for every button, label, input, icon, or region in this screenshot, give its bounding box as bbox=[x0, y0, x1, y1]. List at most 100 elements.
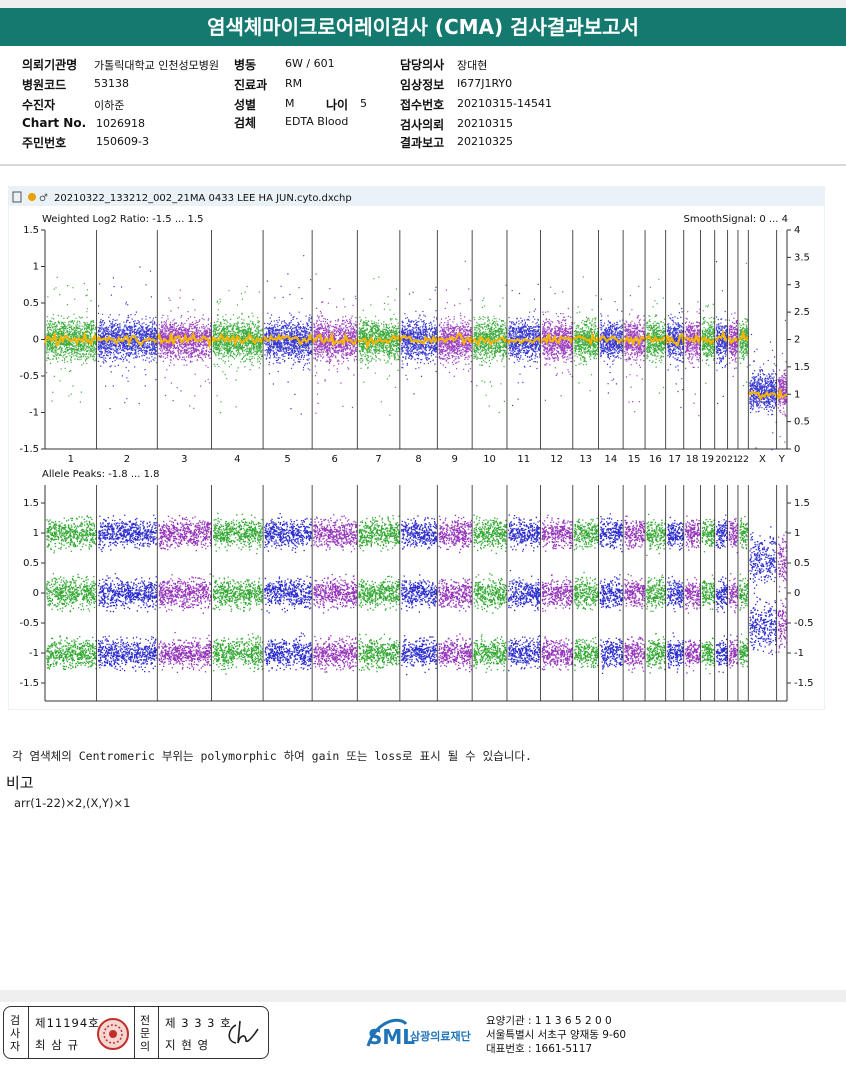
x-tick-label-chr8: 8 bbox=[415, 454, 421, 465]
smooth-signal-chr14 bbox=[597, 334, 624, 345]
status-dot-icon bbox=[28, 193, 36, 201]
specialist-label-char: 문 bbox=[139, 1027, 151, 1040]
x-tick-label-chr15: 15 bbox=[628, 454, 641, 465]
chart-no-label: Chart No. bbox=[22, 116, 87, 130]
log2-ratio-panel: 1.510.50-0.5-1-1.543.532.521.510.501 2 3 4 5… bbox=[19, 225, 809, 465]
x-tick-label-chr19: 19 bbox=[701, 454, 714, 465]
smooth-signal-chr16 bbox=[644, 334, 666, 343]
allele-points-chr15 bbox=[624, 515, 646, 673]
remarks-title: 비고 bbox=[6, 774, 34, 792]
file-icon bbox=[12, 191, 22, 203]
inspector-label-char: 사 bbox=[9, 1027, 21, 1040]
institution-value: 가톨릭대학교 인천성모병원 bbox=[94, 59, 219, 72]
department-label: 진료과 bbox=[234, 78, 268, 92]
lab-address: 서울특별시 서초구 양재동 9-60 bbox=[486, 1029, 627, 1041]
allele-points-chr20 bbox=[715, 514, 728, 673]
cma-chart-svg: ♂ 20210322_133212_002_21MA 0433 LEE HA J… bbox=[8, 186, 825, 710]
footer-strip bbox=[0, 990, 846, 1002]
x-tick-label-chr2: 2 bbox=[124, 454, 130, 465]
y-tick-label-right: 1 bbox=[794, 389, 800, 400]
y-tick-label-right: 0 bbox=[794, 444, 800, 455]
allele-points-chr19 bbox=[701, 518, 715, 675]
x-tick-label-chr4: 4 bbox=[234, 454, 240, 465]
hospital-code-value: 53138 bbox=[94, 77, 129, 90]
y-tick-label-left: -1 bbox=[29, 408, 39, 419]
smooth-signal-chr13 bbox=[572, 331, 600, 347]
x-tick-label-chr5: 5 bbox=[284, 454, 290, 465]
specialist-label-char: 의 bbox=[139, 1040, 151, 1053]
centromere-note: 각 염색체의 Centromeric 부위는 polymorphic 하여 ga… bbox=[12, 749, 532, 763]
smooth-signal-chr4 bbox=[210, 332, 265, 348]
x-tick-label-chr9: 9 bbox=[452, 454, 458, 465]
info-divider bbox=[0, 164, 846, 166]
y-tick-label-left: 1.5 bbox=[23, 225, 39, 236]
allele-panel-title: Allele Peaks: -1.8 ... 1.8 bbox=[42, 469, 159, 480]
id-no-label: 주민번호 bbox=[22, 136, 67, 150]
smooth-signal-chr3 bbox=[156, 331, 213, 350]
report-date-label: 결과보고 bbox=[400, 136, 445, 150]
log2-points-chr5 bbox=[264, 255, 313, 415]
signature-separator bbox=[28, 1007, 29, 1058]
log2-points-chr20 bbox=[715, 261, 728, 405]
smooth-signal-title: SmoothSignal: 0 ... 4 bbox=[684, 214, 788, 225]
ward-label: 병동 bbox=[234, 58, 257, 72]
allele-points-chr14 bbox=[599, 513, 624, 674]
request-date-label: 검사의뢰 bbox=[400, 118, 445, 132]
clinical-info-label: 임상정보 bbox=[400, 78, 445, 92]
y-tick-label-right: 2.5 bbox=[794, 307, 810, 318]
inspector-seal-icon bbox=[97, 1018, 129, 1050]
lab-info: 요양기관 : 1 1 3 6 5 2 0 0 서울특별시 서초구 양재동 9-6… bbox=[486, 1014, 626, 1056]
x-tick-label-chr17: 17 bbox=[668, 454, 681, 465]
specimen-value: EDTA Blood bbox=[285, 115, 349, 128]
allele-points-chr7 bbox=[358, 515, 401, 673]
log2-points-chr10 bbox=[473, 284, 508, 414]
request-date-value: 20210315 bbox=[457, 117, 513, 130]
specialist-label-char: 전 bbox=[139, 1014, 151, 1027]
smooth-signal-chr19 bbox=[699, 335, 716, 346]
y-tick-label-right: 0.5 bbox=[794, 558, 810, 569]
cma-chart: ♂ 20210322_133212_002_21MA 0433 LEE HA J… bbox=[8, 186, 825, 710]
x-tick-label-chr12: 12 bbox=[550, 454, 563, 465]
y-tick-label-right: -0.5 bbox=[794, 618, 814, 629]
x-tick-label-chr13: 13 bbox=[579, 454, 592, 465]
y-tick-label-right: 1 bbox=[794, 528, 800, 539]
inspector-name: 최 삼 규 bbox=[35, 1038, 80, 1052]
smooth-signal-chr1 bbox=[43, 330, 98, 348]
top-strip bbox=[0, 0, 846, 8]
remarks-body: arr(1-22)×2,(X,Y)×1 bbox=[14, 796, 131, 810]
smooth-signal-chrY bbox=[775, 386, 788, 401]
y-tick-label-left: -0.5 bbox=[19, 618, 39, 629]
log2-points-chr13 bbox=[573, 276, 599, 392]
allele-points-chr18 bbox=[684, 515, 701, 674]
allele-points-chr3 bbox=[158, 515, 212, 673]
smooth-signal-chr20 bbox=[714, 329, 728, 342]
male-symbol-icon: ♂ bbox=[39, 193, 48, 204]
allele-points-chr13 bbox=[573, 517, 599, 671]
y-tick-label-right: 2 bbox=[794, 335, 800, 346]
allele-points-chr11 bbox=[508, 514, 541, 672]
smooth-signal-chr22 bbox=[737, 329, 750, 342]
sex-value: M bbox=[285, 97, 295, 110]
x-tick-label-chrX: X bbox=[759, 454, 766, 465]
log2-points-chr12 bbox=[541, 286, 573, 401]
allele-points-chr16 bbox=[646, 513, 666, 674]
inspector-label-char: 자 bbox=[9, 1040, 21, 1053]
x-tick-label-chr22: 22 bbox=[737, 455, 748, 465]
smooth-signal-chr2 bbox=[95, 334, 158, 347]
x-tick-label-chr18: 18 bbox=[686, 454, 699, 465]
lab-phone: 대표번호 : 1661-5117 bbox=[486, 1043, 593, 1055]
sml-logo-text: SML bbox=[368, 1025, 415, 1049]
y-tick-label-right: 1.5 bbox=[794, 498, 810, 509]
doctor-value: 장대현 bbox=[457, 59, 488, 72]
allele-peaks-panel: 1.5 1 0.5 0 -0.5 -1 -1.5 1.5 1 0.5 0 -0.5 -1 -1.5 bbox=[19, 485, 814, 702]
log2-points-chr19 bbox=[701, 303, 715, 384]
examinee-label: 수진자 bbox=[22, 98, 56, 112]
y-tick-label-right: -1 bbox=[794, 648, 804, 659]
y-tick-label-right: -1.5 bbox=[794, 678, 814, 689]
department-value: RM bbox=[285, 77, 303, 90]
y-tick-label-right: 3 bbox=[794, 280, 800, 291]
receipt-no-label: 접수번호 bbox=[400, 98, 445, 112]
smooth-signal-chr6 bbox=[311, 330, 359, 348]
clinical-info-value: I677J1RY0 bbox=[457, 77, 513, 90]
smooth-signal-chr5 bbox=[262, 331, 314, 347]
